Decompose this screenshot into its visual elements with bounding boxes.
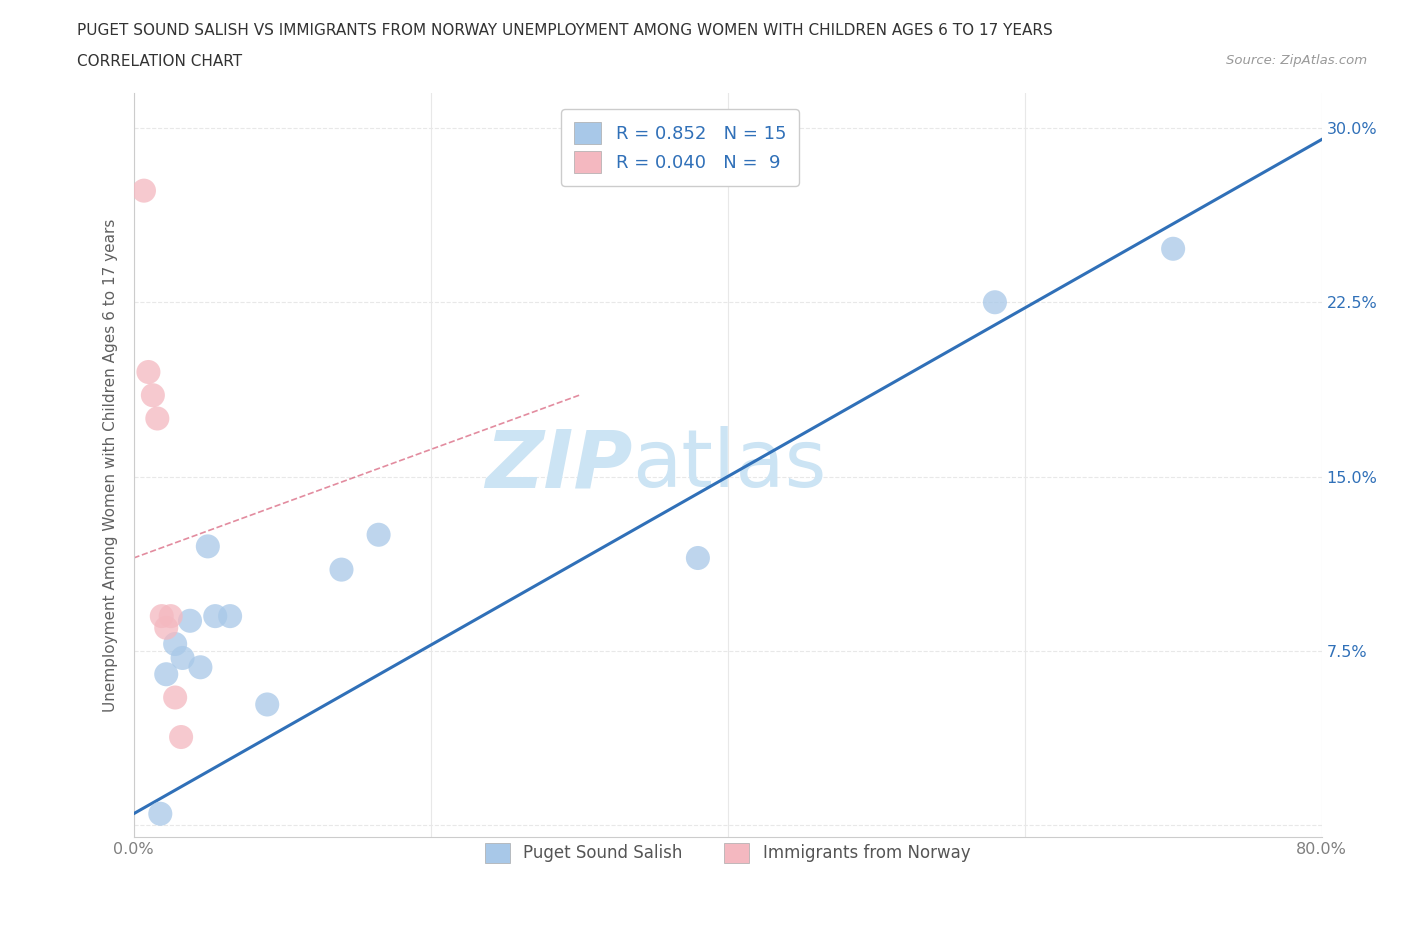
- Point: [984, 295, 1007, 310]
- Point: [149, 806, 172, 821]
- Point: [179, 614, 201, 629]
- Point: [165, 690, 187, 705]
- Point: [142, 388, 165, 403]
- Y-axis label: Unemployment Among Women with Children Ages 6 to 17 years: Unemployment Among Women with Children A…: [103, 219, 118, 711]
- Point: [159, 609, 181, 624]
- Point: [150, 609, 173, 624]
- Point: [190, 660, 212, 675]
- Text: CORRELATION CHART: CORRELATION CHART: [77, 54, 242, 69]
- Text: ZIP: ZIP: [485, 426, 633, 504]
- Point: [170, 729, 193, 744]
- Point: [132, 183, 155, 198]
- Point: [146, 411, 169, 426]
- Point: [155, 667, 177, 682]
- Point: [367, 527, 389, 542]
- Point: [330, 562, 353, 577]
- Point: [197, 539, 219, 554]
- Point: [172, 651, 194, 666]
- Point: [686, 551, 709, 565]
- Point: [138, 365, 160, 379]
- Legend: Puget Sound Salish, Immigrants from Norway: Puget Sound Salish, Immigrants from Norw…: [478, 836, 977, 870]
- Point: [1161, 241, 1184, 256]
- Text: PUGET SOUND SALISH VS IMMIGRANTS FROM NORWAY UNEMPLOYMENT AMONG WOMEN WITH CHILD: PUGET SOUND SALISH VS IMMIGRANTS FROM NO…: [77, 23, 1053, 38]
- Text: atlas: atlas: [633, 426, 827, 504]
- Point: [155, 620, 177, 635]
- Text: Source: ZipAtlas.com: Source: ZipAtlas.com: [1226, 54, 1367, 67]
- Point: [204, 609, 226, 624]
- Point: [219, 609, 242, 624]
- Point: [256, 698, 278, 712]
- Point: [165, 637, 187, 652]
